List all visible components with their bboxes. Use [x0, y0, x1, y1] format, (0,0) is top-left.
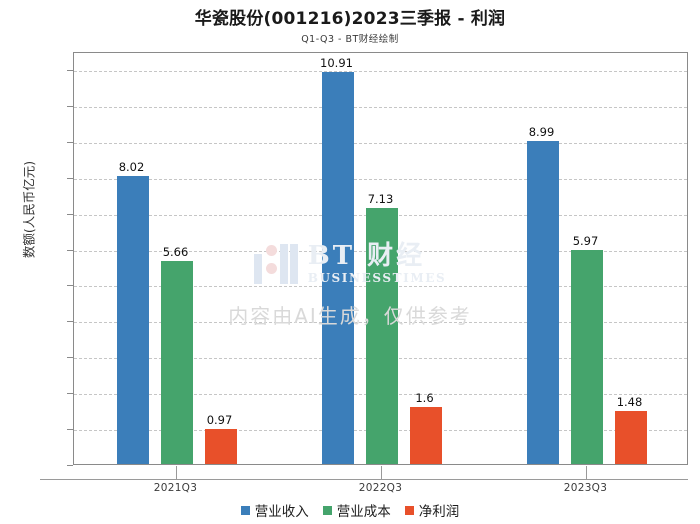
- legend-label: 营业成本: [336, 504, 391, 520]
- gridline: [74, 106, 687, 108]
- y-tick-mark: [67, 213, 73, 215]
- y-tick-mark: [67, 141, 73, 143]
- chart-title: 华瓷股份(001216)2023三季报 - 利润: [194, 9, 506, 29]
- legend-label: 营业收入: [254, 504, 309, 520]
- x-tick-mark: [175, 466, 177, 479]
- y-tick-mark: [67, 249, 73, 251]
- y-tick-mark: [67, 69, 73, 71]
- bar-value-label: 5.97: [572, 233, 599, 248]
- y-tick-mark: [67, 285, 73, 287]
- x-tick-label: 2022Q3: [358, 482, 403, 494]
- bar-value-label: 7.13: [367, 191, 394, 206]
- y-tick-mark: [67, 465, 73, 466]
- bar-value-label: 0.97: [206, 413, 233, 428]
- chart-subtitle: Q1-Q3 - BT财经绘制: [301, 34, 399, 45]
- y-tick-mark: [67, 177, 73, 179]
- y-tick-mark: [67, 105, 73, 107]
- y-tick-mark: [67, 321, 73, 323]
- bar[interactable]: [116, 175, 149, 464]
- bar[interactable]: [321, 72, 354, 464]
- legend-label: 净利润: [418, 504, 460, 520]
- plot-area: [73, 52, 688, 465]
- bar[interactable]: [160, 260, 193, 464]
- x-tick-mark: [380, 466, 382, 479]
- bar[interactable]: [614, 410, 647, 464]
- bar[interactable]: [409, 406, 442, 464]
- y-axis-title: 数额(人民币亿元): [21, 160, 37, 259]
- x-tick-label: 2021Q3: [153, 482, 198, 494]
- bar-value-label: 5.66: [162, 244, 189, 259]
- y-tick-mark: [67, 393, 73, 395]
- bar[interactable]: [204, 429, 237, 464]
- x-axis-line: [40, 479, 688, 480]
- gridline: [74, 142, 687, 144]
- legend-swatch-icon: [322, 505, 332, 515]
- legend-swatch-icon: [240, 505, 250, 515]
- bar[interactable]: [570, 249, 603, 464]
- y-tick-mark: [67, 429, 73, 431]
- legend-item[interactable]: 营业收入: [240, 500, 309, 520]
- legend-item[interactable]: 营业成本: [322, 500, 391, 520]
- bar-value-label: 1.6: [415, 390, 434, 405]
- x-tick-label: 2023Q3: [563, 482, 608, 494]
- x-tick-mark: [585, 466, 587, 479]
- gridline: [74, 178, 687, 180]
- bar[interactable]: [526, 141, 559, 464]
- bar-value-label: 10.91: [320, 56, 353, 71]
- gridline: [74, 70, 687, 72]
- legend-item[interactable]: 净利润: [404, 500, 460, 520]
- bar[interactable]: [365, 207, 398, 464]
- bar-value-label: 8.02: [118, 159, 145, 174]
- bar-value-label: 8.99: [528, 125, 555, 140]
- legend-swatch-icon: [404, 505, 414, 515]
- bar-value-label: 1.48: [616, 394, 643, 409]
- chart-legend: 营业收入 营业成本 净利润: [0, 500, 700, 520]
- y-tick-mark: [67, 357, 73, 359]
